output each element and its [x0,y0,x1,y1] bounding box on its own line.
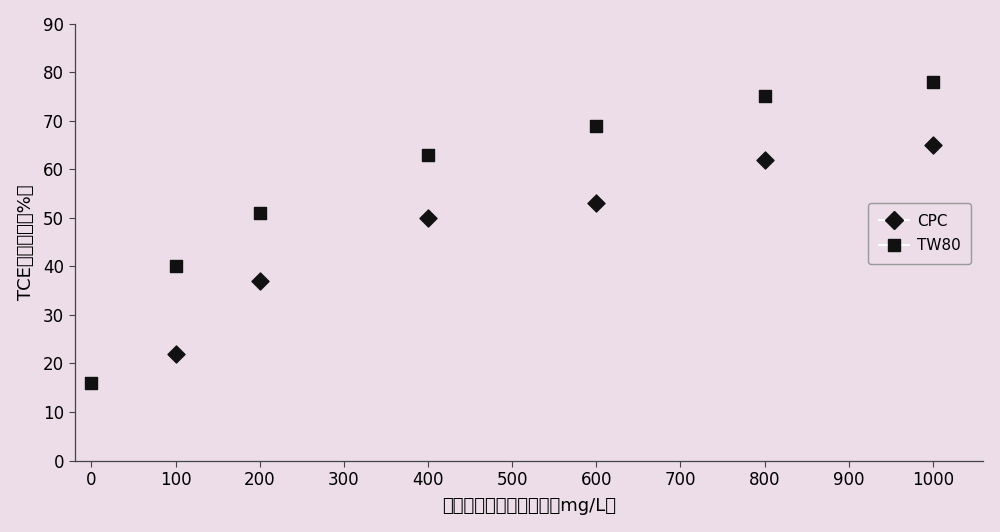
Point [757,92,773,101]
Point [588,199,604,207]
Point [168,350,184,358]
Point [925,78,941,86]
Y-axis label: TCE的截留率（%）: TCE的截留率（%） [17,185,35,300]
Legend: CPC, TW80: CPC, TW80 [868,203,971,264]
Point [252,209,268,217]
Point [420,213,436,222]
Point [168,262,184,271]
Point [83,379,99,387]
X-axis label: 表面活性剂的质量浓度（mg/L）: 表面活性剂的质量浓度（mg/L） [442,497,616,516]
Point [925,141,941,149]
Point [420,151,436,159]
Point [252,277,268,285]
Point [588,121,604,130]
Point [757,155,773,164]
